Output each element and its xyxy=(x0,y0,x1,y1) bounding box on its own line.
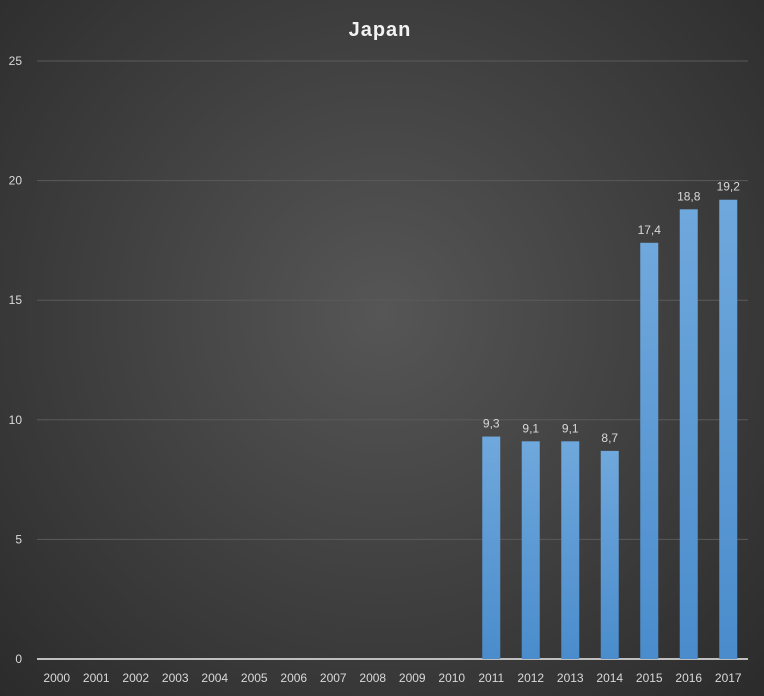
y-tick-label: 5 xyxy=(15,532,22,546)
x-tick-label: 2016 xyxy=(675,671,702,685)
bar xyxy=(521,441,540,659)
x-tick-label: 2009 xyxy=(399,671,426,685)
chart-title: Japan xyxy=(349,19,412,41)
x-tick-label: 2017 xyxy=(715,671,742,685)
x-tick-label: 2015 xyxy=(636,671,663,685)
x-tick-label: 2011 xyxy=(478,671,504,685)
y-tick-label: 20 xyxy=(9,174,23,188)
data-label: 8,7 xyxy=(601,431,618,445)
x-tick-label: 2003 xyxy=(162,671,189,685)
x-tick-label: 2008 xyxy=(359,671,386,685)
x-tick-label: 2012 xyxy=(517,671,544,685)
bar xyxy=(600,450,619,659)
x-tick-label: 2014 xyxy=(596,671,623,685)
x-tick-label: 2010 xyxy=(438,671,465,685)
x-tick-label: 2005 xyxy=(241,671,268,685)
x-tick-label: 2000 xyxy=(43,671,70,685)
bar xyxy=(679,209,698,659)
data-label: 18,8 xyxy=(677,189,701,203)
x-tick-label: 2013 xyxy=(557,671,584,685)
x-tick-label: 2007 xyxy=(320,671,347,685)
x-tick-label: 2004 xyxy=(201,671,228,685)
data-label: 19,2 xyxy=(717,180,741,194)
data-label: 9,1 xyxy=(522,421,539,435)
data-label: 9,3 xyxy=(483,417,500,431)
y-tick-label: 10 xyxy=(9,413,23,427)
y-tick-label: 25 xyxy=(9,54,23,68)
bar xyxy=(719,199,738,659)
data-label: 9,1 xyxy=(562,421,579,435)
bar xyxy=(482,436,501,659)
data-label: 17,4 xyxy=(638,223,662,237)
x-tick-label: 2002 xyxy=(122,671,149,685)
x-tick-label: 2001 xyxy=(83,671,110,685)
bar xyxy=(640,242,659,660)
x-tick-label: 2006 xyxy=(280,671,307,685)
y-tick-label: 0 xyxy=(15,652,22,666)
bar xyxy=(561,441,580,659)
y-tick-label: 15 xyxy=(9,293,23,307)
